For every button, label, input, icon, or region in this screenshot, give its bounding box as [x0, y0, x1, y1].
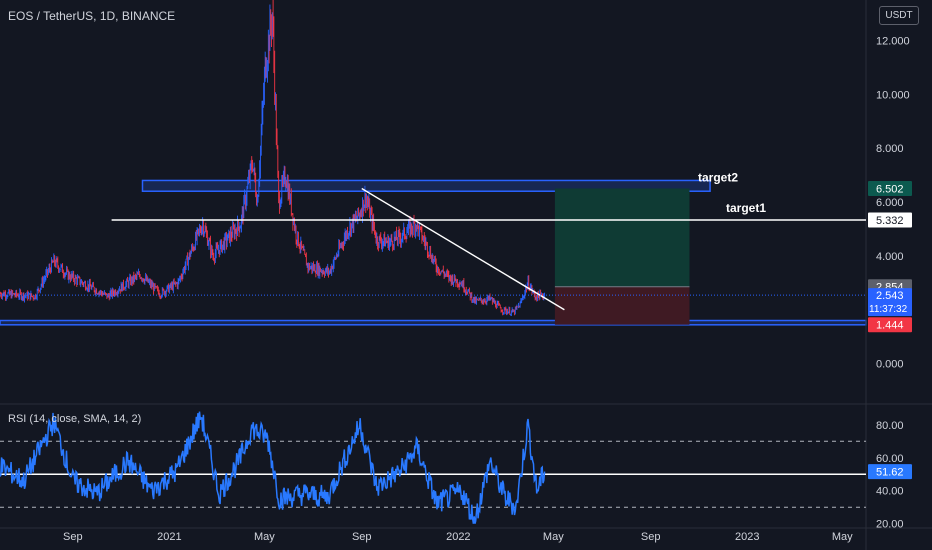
currency-button[interactable]: USDT — [879, 6, 919, 25]
time-tick-label: Sep — [63, 531, 83, 543]
rsi-title: RSI (14, close, SMA, 14, 2) — [8, 413, 142, 425]
badge-stop-text: 1.444 — [876, 320, 904, 332]
label-target2: target2 — [698, 170, 738, 184]
badge-current-price: 2.543 11:37:32 — [868, 288, 912, 317]
symbol-title: EOS / TetherUS, 1D, BINANCE — [8, 9, 176, 23]
time-tick-label: May — [543, 531, 564, 543]
rsi-tick-label: 40.00 — [876, 486, 904, 498]
time-tick-label: 2022 — [446, 531, 470, 543]
candles-layer — [0, 0, 546, 317]
time-tick-label: May — [832, 531, 853, 543]
badge-current-price-text: 2.543 — [876, 290, 904, 302]
price-tick-label: 6.000 — [876, 197, 904, 209]
badge-current-price-bg — [868, 288, 912, 317]
badge-target2-bg — [868, 180, 912, 196]
position-stop-zone — [554, 286, 690, 325]
badge-target1-bg — [868, 212, 912, 228]
position-target-zone — [554, 188, 690, 287]
rsi-line — [0, 411, 546, 524]
position-layer — [554, 188, 690, 325]
line-trendline — [361, 187, 565, 311]
price-tick-label: 8.000 — [876, 143, 904, 155]
rsi-tick-label: 60.00 — [876, 453, 904, 465]
time-tick-label: Sep — [641, 531, 661, 543]
price-tick-label: 0.000 — [876, 359, 904, 371]
badge-stop-bg — [868, 317, 912, 333]
time-tick-label: Sep — [352, 531, 372, 543]
drawings-layer: target2 target1 — [0, 170, 866, 311]
zone-target2 — [141, 179, 711, 192]
badge-stop: 1.444 — [868, 317, 912, 333]
time-tick-label: May — [254, 531, 275, 543]
badge-rsi-text: 51.62 — [876, 467, 904, 479]
time-tick-label: 2021 — [157, 531, 181, 543]
badge-countdown-text: 11:37:32 — [869, 304, 908, 315]
badge-target1-text: 5.332 — [876, 215, 904, 227]
price-tick-label: 12.000 — [876, 35, 910, 47]
badge-target2: 6.502 — [868, 180, 912, 196]
price-tick-label: 10.000 — [876, 89, 910, 101]
badge-rsi-bg — [868, 464, 912, 480]
badge-target1: 5.332 — [868, 212, 912, 228]
rsi-tick-label: 80.00 — [876, 420, 904, 432]
rsi-tick-label: 20.00 — [876, 519, 904, 531]
label-target1: target1 — [726, 201, 766, 215]
rsi-layer — [0, 411, 866, 524]
price-tick-label: 4.000 — [876, 251, 904, 263]
zone-support — [0, 319, 867, 326]
badge-target2-text: 6.502 — [876, 183, 904, 195]
axes-layer: 0.0002.0004.0006.0008.00010.00012.00020.… — [63, 35, 910, 543]
badge-rsi: 51.62 — [868, 464, 912, 480]
time-tick-label: 2023 — [735, 531, 759, 543]
